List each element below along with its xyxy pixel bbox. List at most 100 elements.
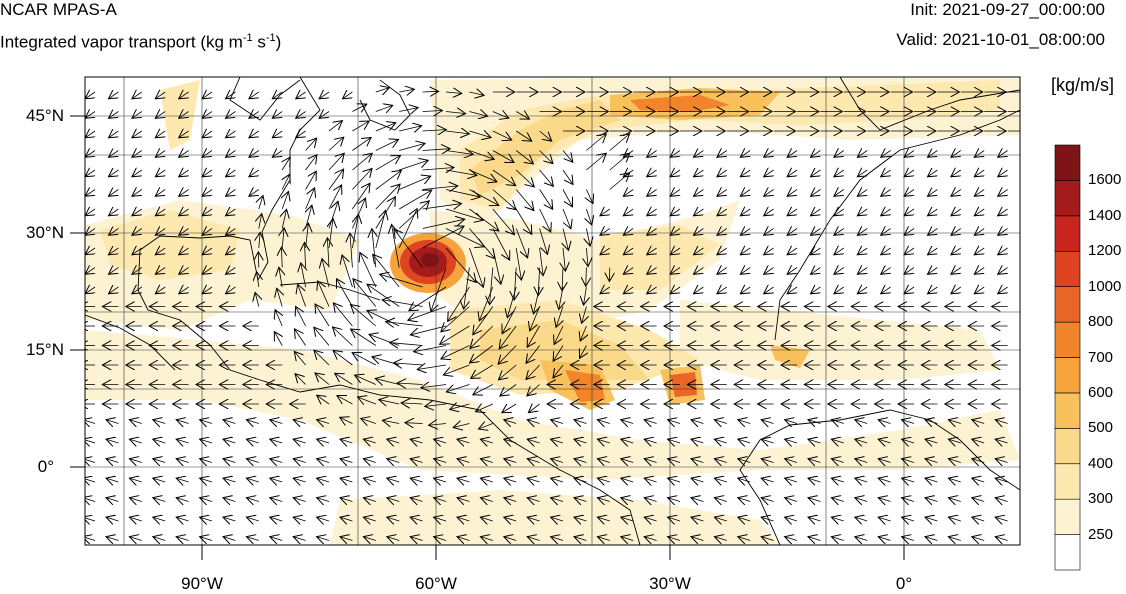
ivt-vector (376, 105, 393, 111)
ivt-vector (740, 229, 750, 236)
ivt-vector (644, 478, 656, 482)
ivt-vector (927, 190, 937, 197)
ivt-vector (270, 478, 282, 482)
ivt-vector (446, 385, 469, 392)
colorbar-swatch (1055, 216, 1080, 251)
ivt-vector (540, 170, 554, 186)
ivt-vector (372, 229, 376, 268)
ivt-vector (902, 420, 914, 424)
ivt-vector (457, 478, 469, 482)
ivt-vector (223, 537, 235, 541)
ivt-vector (350, 305, 375, 326)
ivt-vector (296, 131, 306, 138)
ivt-vector (225, 170, 235, 177)
ivt-vector (223, 498, 235, 502)
ivt-vector (246, 439, 258, 443)
ivt-vector (693, 170, 703, 177)
ivt-vector (668, 420, 680, 424)
ivt-vector (249, 92, 259, 99)
ivt-vector (249, 112, 259, 119)
colorbar-swatch (1055, 393, 1080, 428)
ivt-vector (808, 498, 820, 502)
ivt-vector (202, 151, 212, 158)
ivt-vector (270, 498, 282, 502)
ivt-vector (808, 478, 820, 482)
ivt-vector (504, 478, 516, 482)
ivt-vector (904, 248, 914, 255)
ivt-vector (831, 537, 843, 541)
ivt-vector (382, 300, 422, 307)
ivt-vector (225, 151, 235, 158)
ivt-vector (376, 139, 399, 150)
ivt-vector (785, 498, 797, 502)
ivt-vector (516, 190, 534, 211)
ivt-vector (296, 112, 306, 119)
ivt-vector (225, 190, 235, 197)
ivt-vector (764, 268, 774, 275)
ivt-vector (647, 209, 657, 216)
ivt-vector (85, 92, 95, 99)
ivt-vector (764, 151, 774, 158)
ivt-vector (951, 209, 961, 216)
ivt-vector (714, 478, 726, 482)
ivt-vector (106, 537, 118, 541)
ivt-vector (258, 252, 259, 268)
ivt-vector (857, 209, 867, 216)
ivt-vector (623, 151, 633, 158)
ivt-vector (319, 92, 329, 99)
ivt-vector (352, 137, 371, 150)
ivt-vector (764, 170, 774, 177)
ivt-vector (363, 478, 375, 482)
ivt-vector (223, 439, 235, 443)
ivt-vector (647, 170, 657, 177)
ivt-vector (951, 170, 961, 177)
ivt-vector (386, 322, 423, 326)
ivt-vector (740, 287, 750, 294)
ivt-vector (738, 439, 750, 443)
ivt-vector (831, 517, 843, 521)
colorbar-swatch (1055, 499, 1080, 534)
ivt-vector (878, 517, 890, 521)
ivt-vector (714, 439, 726, 443)
ivt-vector (83, 439, 95, 443)
ivt-vector (855, 498, 867, 502)
ivt-vector (857, 268, 867, 275)
ivt-vector (785, 420, 797, 424)
ivt-vector (810, 170, 820, 177)
ivt-vector (834, 170, 844, 177)
ivt-vector (399, 89, 414, 92)
ivt-vector (857, 248, 867, 255)
ivt-vector (376, 197, 396, 229)
ivt-vector (106, 498, 118, 502)
ivt-vector (881, 229, 891, 236)
ivt-vector (179, 151, 189, 158)
ivt-vector (927, 248, 937, 255)
ivt-vector (948, 478, 960, 482)
ivt-vector (272, 112, 282, 119)
ivt-vector (761, 478, 773, 482)
ivt-vector (998, 268, 1008, 275)
ivt-vector (691, 420, 703, 424)
ivt-vector (540, 190, 553, 210)
ivt-vector (563, 151, 573, 163)
ivt-vector (764, 209, 774, 216)
ivt-vector (785, 517, 797, 521)
ivt-vector (974, 287, 984, 294)
ivt-vector (179, 190, 189, 197)
ivt-vector (717, 151, 727, 158)
ivt-vector (563, 170, 573, 185)
ivt-vector (306, 138, 317, 150)
ivt-vector (857, 151, 867, 158)
ivt-vector (881, 170, 891, 177)
ivt-vector (834, 151, 844, 158)
ivt-vector (352, 153, 372, 170)
ivt-vector (998, 229, 1008, 236)
ivt-vector (372, 357, 399, 365)
ivt-vector (738, 420, 750, 424)
ivt-vector (995, 498, 1007, 502)
ivt-vector (106, 439, 118, 443)
ivt-shading (85, 78, 1020, 545)
ivt-vector (106, 517, 118, 521)
ivt-vector (332, 327, 352, 346)
ivt-vector (855, 517, 867, 521)
